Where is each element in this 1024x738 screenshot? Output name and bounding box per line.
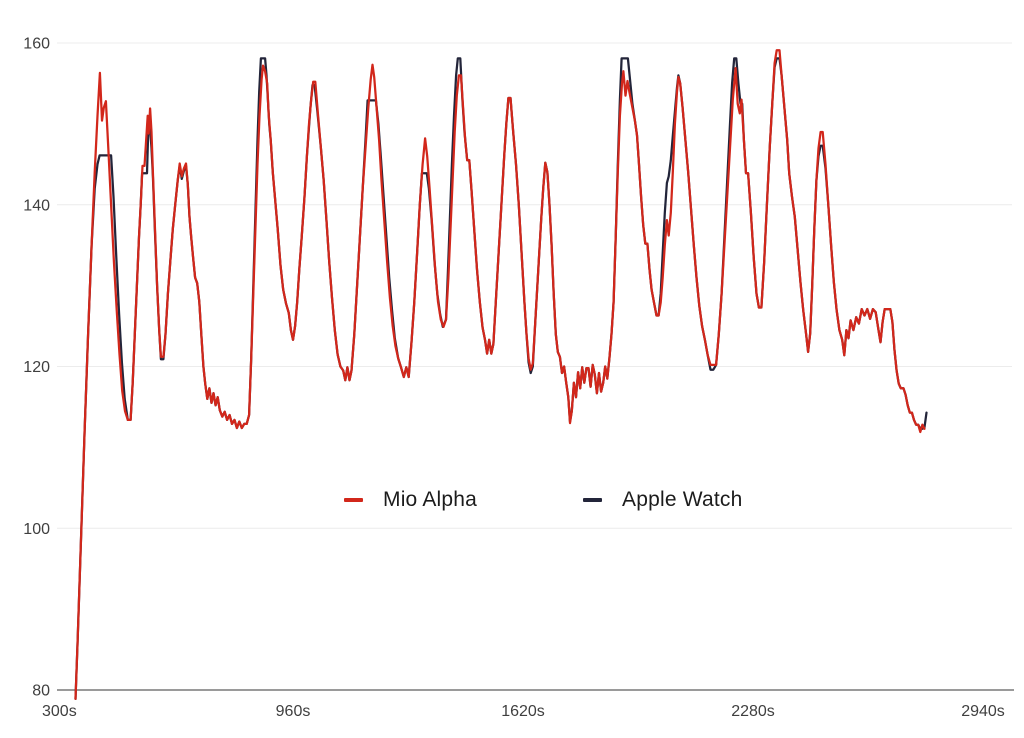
legend-label-mio-alpha: Mio Alpha	[383, 488, 478, 511]
y-tick-label-100: 100	[23, 521, 50, 538]
legend-item-mio-alpha: Mio Alpha	[344, 488, 477, 512]
legend-item-apple-watch: Apple Watch	[583, 488, 742, 512]
x-tick-label-300: 300s	[42, 703, 77, 720]
chart-legend: Mio Alpha Apple Watch	[344, 488, 743, 512]
y-tick-label-160: 160	[23, 36, 50, 53]
mio-alpha-swatch-icon	[344, 498, 363, 502]
x-tick-label-2280: 2280s	[731, 703, 775, 720]
x-tick-label-960: 960s	[276, 703, 311, 720]
x-tick-label-2940: 2940s	[961, 703, 1005, 720]
y-tick-label-140: 140	[23, 197, 50, 214]
apple-watch-swatch-icon	[583, 498, 603, 502]
y-tick-label-80: 80	[32, 683, 50, 700]
mio-alpha-line	[74, 49, 926, 701]
apple-watch-line	[74, 57, 928, 701]
x-tick-label-1620: 1620s	[501, 703, 545, 720]
y-tick-label-120: 120	[23, 359, 50, 376]
legend-label-apple-watch: Apple Watch	[622, 488, 743, 511]
